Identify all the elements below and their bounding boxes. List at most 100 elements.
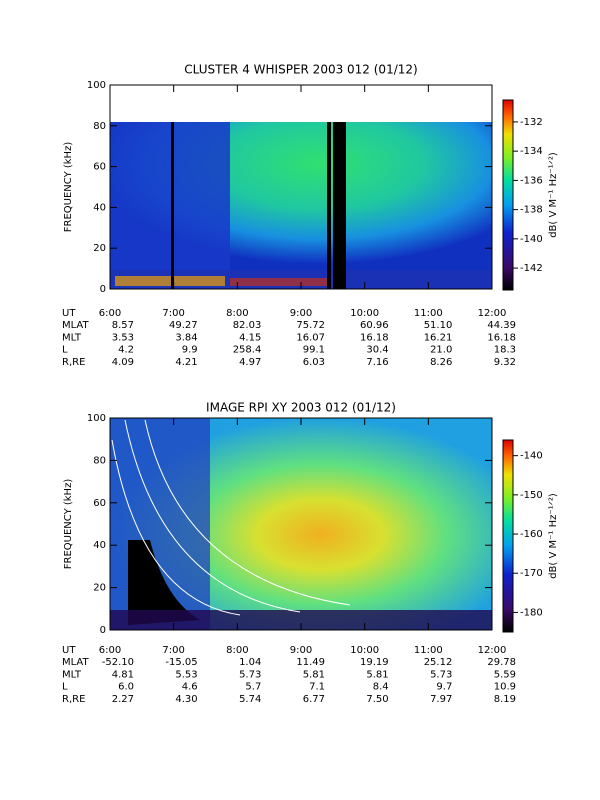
ephemeris-value: 16.21: [424, 332, 453, 343]
ephemeris-value: 11.49: [296, 657, 325, 668]
ephemeris-value: 5.81: [303, 669, 325, 680]
ephemeris-value: 82.03: [233, 320, 262, 331]
ephemeris-value: 18.3: [494, 345, 516, 356]
colorbar: [502, 99, 514, 291]
ephemeris-label: R,RE: [62, 694, 85, 705]
x-tick-label: 6:00: [99, 308, 121, 319]
colorbar-tick-label: -170: [520, 568, 543, 579]
ephemeris-label: R,RE: [62, 357, 85, 368]
ephemeris-value: 30.4: [366, 345, 388, 356]
x-tick-label: 6:00: [99, 645, 121, 656]
ephemeris-value: 3.53: [112, 332, 134, 343]
chart-title: CLUSTER 4 WHISPER 2003 012 (01/12): [184, 63, 417, 77]
ephemeris-value: 8.19: [494, 694, 516, 705]
ephemeris-label: MLT: [62, 332, 82, 343]
y-axis-label: FREQUENCY (kHz): [63, 142, 74, 233]
ephemeris-value: 19.19: [360, 657, 389, 668]
x-tick-label: 11:00: [414, 308, 443, 319]
ephemeris-value: 5.59: [494, 669, 516, 680]
ephemeris-value: 3.84: [175, 332, 197, 343]
ephemeris-value: 8.26: [430, 357, 452, 368]
ephemeris-value: 4.2: [118, 345, 134, 356]
ephemeris-value: 7.16: [366, 357, 388, 368]
x-tick-label: 7:00: [162, 308, 184, 319]
ephemeris-value: 9.32: [494, 357, 516, 368]
ephemeris-value: 258.4: [233, 345, 262, 356]
ephemeris-value: 16.07: [296, 332, 325, 343]
colorbar-tick-label: -138: [520, 205, 543, 216]
y-tick-label: 100: [87, 413, 106, 424]
chart-title: IMAGE RPI XY 2003 012 (01/12): [206, 401, 396, 415]
y-tick-label: 100: [87, 80, 106, 91]
ephemeris-value: 44.39: [487, 320, 516, 331]
x-tick-label: 10:00: [350, 645, 379, 656]
colorbar-label: dB( V M⁻¹ Hz⁻¹ᐟ²): [548, 493, 559, 579]
ephemeris-value: 4.81: [112, 669, 134, 680]
y-tick-label: 40: [93, 540, 106, 551]
ephemeris-value: -52.10: [102, 657, 134, 668]
ephemeris-value: 29.78: [487, 657, 516, 668]
x-tick-label: 7:00: [162, 645, 184, 656]
ephemeris-value: 7.97: [430, 694, 452, 705]
ephemeris-label: L: [62, 345, 68, 356]
ephemeris-value: 4.97: [239, 357, 261, 368]
spectrogram-image: [110, 122, 492, 289]
x-tick-label: 9:00: [290, 645, 312, 656]
y-tick-label: 40: [93, 202, 106, 213]
ephemeris-value: 5.81: [366, 669, 388, 680]
ephemeris-value: 7.50: [366, 694, 388, 705]
x-tick-label: 12:00: [478, 308, 507, 319]
ephemeris-value: 10.9: [494, 682, 516, 693]
colorbar-tick-label: -134: [520, 146, 543, 157]
ephemeris-value: 8.4: [373, 682, 389, 693]
ephemeris-value: 21.0: [430, 345, 452, 356]
colorbar-tick-label: -150: [520, 490, 543, 501]
ephemeris-value: 99.1: [303, 345, 325, 356]
y-tick-label: 60: [93, 162, 106, 173]
colorbar-tick-label: -136: [520, 175, 543, 186]
ephemeris-value: 4.15: [239, 332, 261, 343]
ephemeris-value: 16.18: [487, 332, 516, 343]
ephemeris-label: UT: [62, 645, 76, 656]
ephemeris-label: UT: [62, 308, 76, 319]
y-tick-label: 20: [93, 583, 106, 594]
colorbar-tick-label: -140: [520, 234, 543, 245]
ephemeris-value: 60.96: [360, 320, 389, 331]
colorbar: [502, 439, 514, 633]
colorbar-tick-label: -160: [520, 529, 543, 540]
ephemeris-value: 4.09: [112, 357, 134, 368]
spectrogram-image: [110, 418, 492, 630]
ephemeris-value: 51.10: [424, 320, 453, 331]
ephemeris-value: 5.74: [239, 694, 261, 705]
ephemeris-value: 4.30: [175, 694, 197, 705]
ephemeris-value: 5.53: [175, 669, 197, 680]
ephemeris-value: 7.1: [309, 682, 325, 693]
x-tick-label: 11:00: [414, 645, 443, 656]
ephemeris-label: MLAT: [62, 657, 89, 668]
ephemeris-value: 2.27: [112, 694, 134, 705]
y-tick-label: 60: [93, 498, 106, 509]
ephemeris-value: -15.05: [165, 657, 197, 668]
x-tick-label: 8:00: [226, 645, 248, 656]
ephemeris-value: 25.12: [424, 657, 453, 668]
ephemeris-value: 9.9: [182, 345, 198, 356]
ephemeris-value: 4.21: [175, 357, 197, 368]
y-tick-label: 80: [93, 121, 106, 132]
colorbar-tick-label: -180: [520, 607, 543, 618]
ephemeris-value: 5.7: [245, 682, 261, 693]
ephemeris-value: 8.57: [112, 320, 134, 331]
ephemeris-label: MLAT: [62, 320, 89, 331]
ephemeris-value: 5.73: [430, 669, 452, 680]
colorbar-tick-label: -142: [520, 263, 543, 274]
colorbar-label: dB( V M⁻¹ Hz⁻¹ᐟ²): [548, 152, 559, 238]
colorbar-tick-label: -140: [520, 451, 543, 462]
ephemeris-label: L: [62, 682, 68, 693]
ephemeris-value: 5.73: [239, 669, 261, 680]
ephemeris-value: 6.03: [303, 357, 325, 368]
ephemeris-value: 6.77: [303, 694, 325, 705]
y-tick-label: 20: [93, 243, 106, 254]
ephemeris-label: MLT: [62, 669, 82, 680]
ephemeris-value: 9.7: [436, 682, 452, 693]
y-tick-label: 0: [100, 625, 106, 636]
